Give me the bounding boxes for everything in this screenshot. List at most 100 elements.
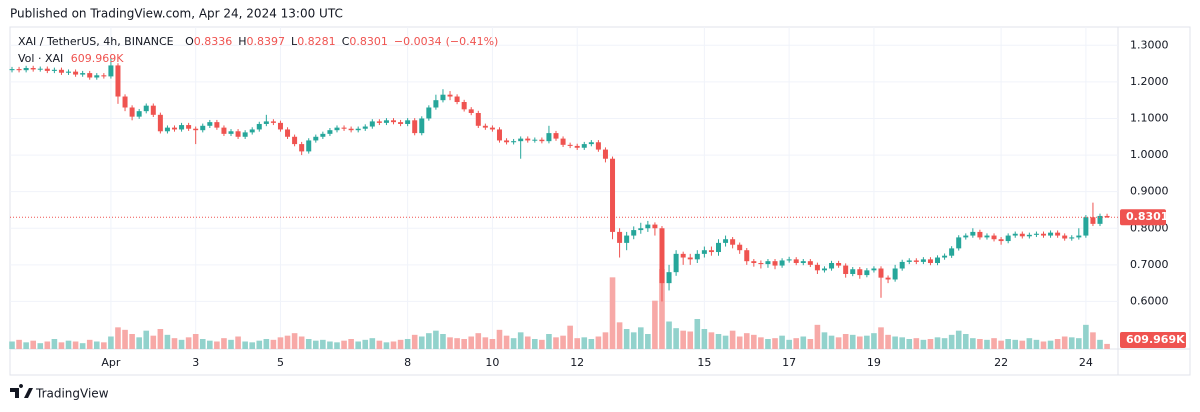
candle-body (489, 127, 495, 130)
volume-bar (1104, 343, 1110, 349)
candle-body (101, 75, 107, 77)
volume-bar (482, 337, 489, 349)
volume-bar (998, 340, 1004, 349)
candle-body (708, 250, 714, 253)
candle-body (518, 138, 524, 142)
candle-body (652, 224, 658, 229)
candle-body (171, 127, 177, 130)
candle-body (285, 129, 291, 137)
candle-body (560, 138, 566, 145)
volume-bar (991, 338, 997, 349)
volume-bar (136, 337, 142, 349)
candle-body (221, 127, 227, 134)
volume-bar (207, 340, 213, 349)
last-price-box (1120, 209, 1166, 226)
volume-bar (567, 325, 573, 349)
volume-bar (532, 339, 538, 349)
candle-body (730, 239, 736, 245)
volume-bar (143, 330, 150, 349)
candle-body (850, 269, 856, 274)
volume-bar (93, 341, 100, 349)
candle-body (998, 239, 1004, 242)
volume-bar (1026, 338, 1033, 349)
volume-bar (807, 339, 814, 349)
volume-bar (1097, 339, 1103, 349)
candle-body (447, 94, 453, 97)
volume-bar (800, 336, 807, 349)
volume-bar (86, 339, 93, 349)
candle-body (744, 250, 750, 262)
candle-body (949, 248, 955, 256)
volume-bar (743, 333, 750, 349)
volume-bar (51, 339, 58, 349)
volume-last: 609.969K (71, 52, 124, 65)
candle-body (935, 257, 941, 264)
legend-row: XAI / TetherUS, 4h, BINANCE O0.8336 H0.83… (18, 35, 498, 48)
last-volume-box (1120, 332, 1186, 348)
candle-body (355, 128, 361, 131)
candle-body (610, 158, 616, 232)
volume-bar (765, 339, 771, 349)
volume-bar (1019, 340, 1026, 349)
volume-bar (821, 332, 828, 349)
candle-body (779, 260, 785, 266)
volume-bar (680, 330, 686, 349)
candle-body (673, 253, 679, 273)
candle-body (836, 263, 842, 266)
candle-body (666, 272, 672, 284)
candle-body (87, 73, 93, 78)
candle-body (433, 100, 439, 108)
candle-body (214, 122, 220, 128)
candle-body (511, 141, 517, 143)
volume-bar (546, 334, 552, 349)
volume-bar (609, 277, 616, 349)
candle-body (504, 140, 510, 143)
candle-body (150, 105, 156, 115)
volume-bar (666, 321, 672, 349)
candle-body (136, 111, 142, 117)
candle-body (391, 120, 397, 123)
volume-bar (871, 333, 877, 349)
volume-bar (249, 342, 256, 349)
candle-body (956, 237, 962, 249)
volume-bar (793, 338, 800, 349)
volume-bar (235, 336, 241, 349)
candle-body (341, 127, 347, 129)
candle-body (454, 96, 460, 103)
volume-bar (1005, 339, 1011, 349)
ohlc-value: 0.8397 (247, 35, 286, 48)
candle-body (631, 230, 637, 236)
volume-bar (65, 340, 72, 349)
volume-bar (256, 340, 263, 349)
y-tick-label: 1.1000 (1130, 111, 1169, 124)
candle-body (299, 144, 305, 152)
candle-body (80, 73, 86, 75)
volume-bar (362, 339, 369, 349)
volume-bar (369, 338, 376, 349)
volume-bar (418, 336, 425, 349)
volume-bar (1047, 340, 1054, 349)
candle-body (73, 71, 79, 75)
volume-bar (171, 338, 178, 349)
volume-bar (920, 339, 927, 349)
volume-bar (447, 337, 453, 349)
volume-bar (962, 334, 969, 349)
volume-bar (708, 332, 715, 349)
candle-body (821, 268, 827, 271)
candle-body (843, 265, 849, 274)
volume-bar (305, 339, 312, 349)
candle-body (539, 139, 545, 142)
candle-body (970, 231, 976, 236)
volume-bar (468, 336, 475, 349)
candle-body (871, 268, 877, 271)
candle-body (829, 263, 835, 269)
candle-body (864, 270, 870, 276)
volume-bar (355, 341, 361, 349)
volume-bar (892, 336, 898, 349)
candle-body (553, 133, 559, 139)
candle-body (383, 120, 389, 123)
last-price-label: 0.8301 (1126, 210, 1168, 223)
candle-body (638, 228, 644, 231)
volume-bar (857, 336, 863, 349)
candle-body (857, 269, 863, 276)
